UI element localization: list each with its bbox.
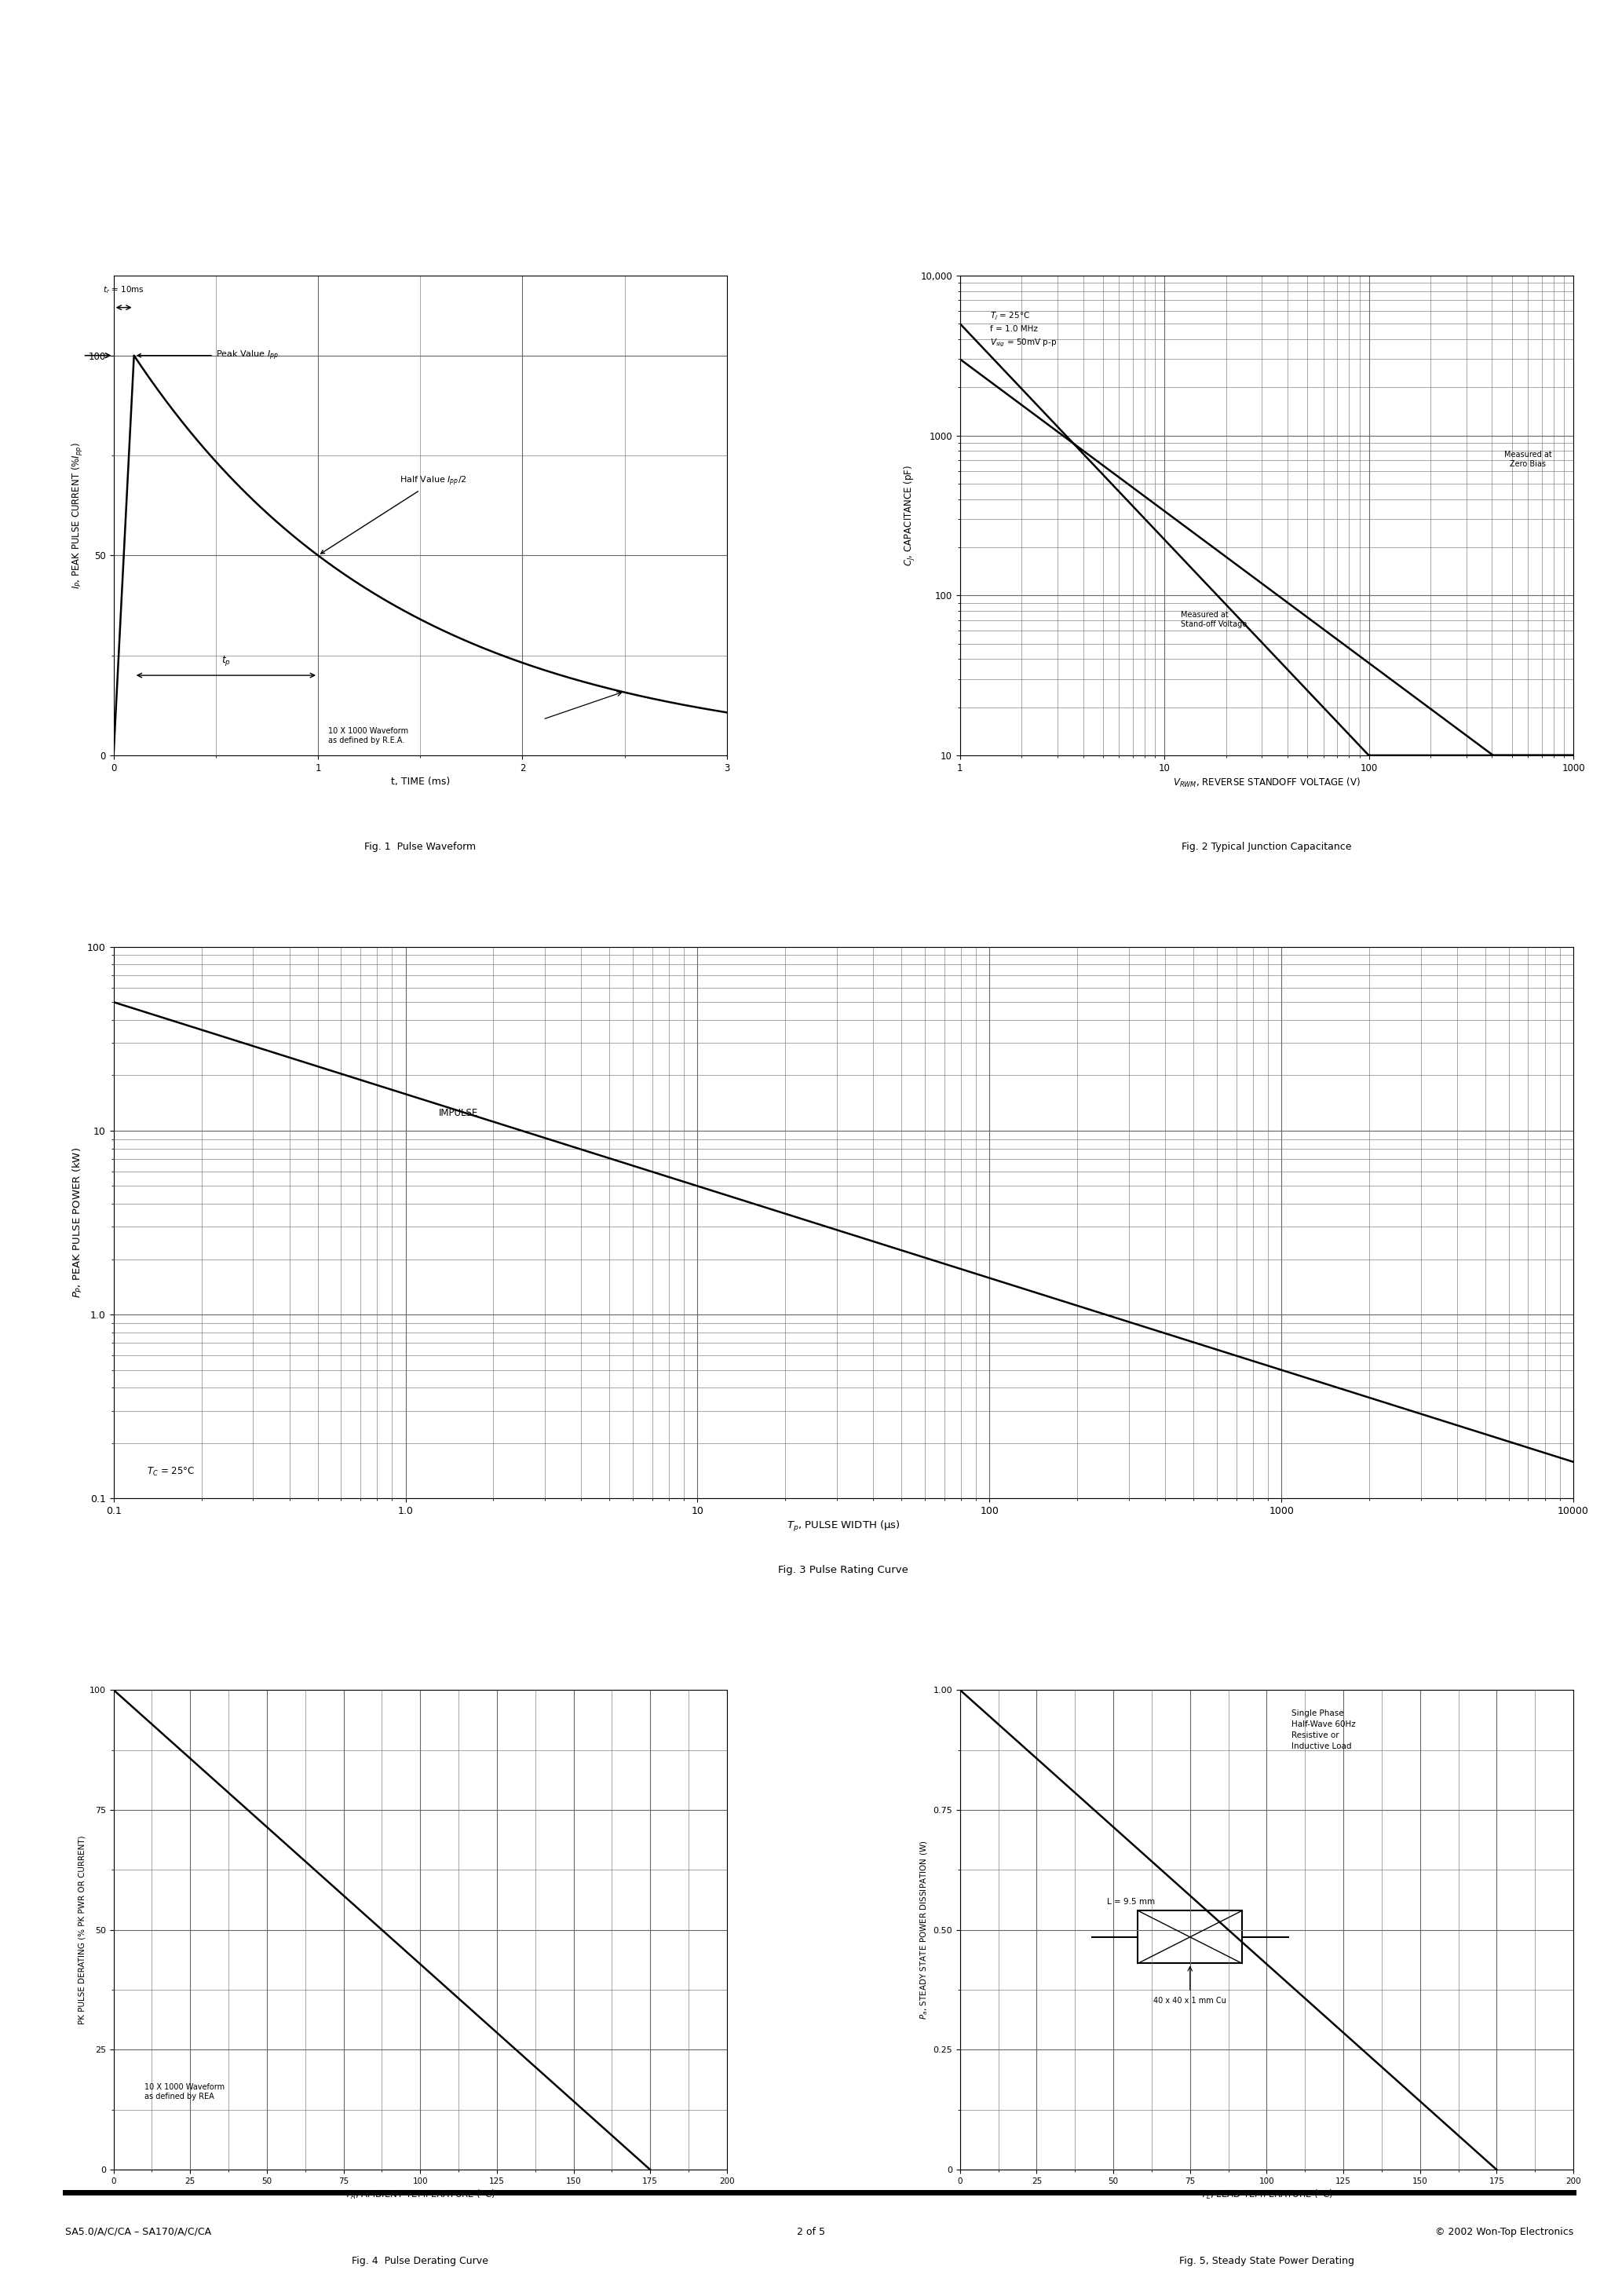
Bar <box>1139 1910 1242 1963</box>
Text: SA5.0/A/C/CA – SA170/A/C/CA: SA5.0/A/C/CA – SA170/A/C/CA <box>65 2227 211 2236</box>
Text: Half Value $I_{pp}/2$: Half Value $I_{pp}/2$ <box>321 475 467 553</box>
Text: Fig. 4  Pulse Derating Curve: Fig. 4 Pulse Derating Curve <box>352 2257 488 2266</box>
Text: $T_C$ = 25°C: $T_C$ = 25°C <box>148 1465 195 1479</box>
X-axis label: $T_p$, PULSE WIDTH (µs): $T_p$, PULSE WIDTH (µs) <box>787 1520 900 1534</box>
Text: 40 x 40 x 1 mm Cu: 40 x 40 x 1 mm Cu <box>1153 1998 1226 2004</box>
Y-axis label: PK PULSE DERATING (% PK PWR OR CURRENT): PK PULSE DERATING (% PK PWR OR CURRENT) <box>78 1835 86 2025</box>
Text: $T_j$ = 25°C
f = 1.0 MHz
$V_{sig}$ = 50mV p-p: $T_j$ = 25°C f = 1.0 MHz $V_{sig}$ = 50m… <box>989 310 1058 349</box>
Text: IMPULSE: IMPULSE <box>440 1109 478 1118</box>
Text: Fig. 1  Pulse Waveform: Fig. 1 Pulse Waveform <box>365 843 475 852</box>
Text: 10 X 1000 Waveform
as defined by REA: 10 X 1000 Waveform as defined by REA <box>144 2082 224 2101</box>
Y-axis label: $C_J$, CAPACITANCE (pF): $C_J$, CAPACITANCE (pF) <box>903 464 916 567</box>
Text: © 2002 Won-Top Electronics: © 2002 Won-Top Electronics <box>1435 2227 1573 2236</box>
Text: $t_p$: $t_p$ <box>221 654 230 668</box>
Text: Measured at
Stand-off Voltage: Measured at Stand-off Voltage <box>1181 611 1247 627</box>
Text: Fig. 3 Pulse Rating Curve: Fig. 3 Pulse Rating Curve <box>779 1564 908 1575</box>
Text: Fig. 2 Typical Junction Capacitance: Fig. 2 Typical Junction Capacitance <box>1182 843 1351 852</box>
X-axis label: t, TIME (ms): t, TIME (ms) <box>391 776 449 788</box>
X-axis label: $T_L$, LEAD TEMPERATURE (°C): $T_L$, LEAD TEMPERATURE (°C) <box>1200 2188 1333 2202</box>
Text: Peak Value $I_{pp}$: Peak Value $I_{pp}$ <box>138 349 279 363</box>
Y-axis label: $I_P$, PEAK PULSE CURRENT (%$I_{pp}$): $I_P$, PEAK PULSE CURRENT (%$I_{pp}$) <box>71 443 86 588</box>
Text: Measured at
Zero Bias: Measured at Zero Bias <box>1504 450 1552 468</box>
X-axis label: $T_A$, AMBIENT TEMPERATURE (°C): $T_A$, AMBIENT TEMPERATURE (°C) <box>345 2188 496 2202</box>
Y-axis label: $P_a$, STEADY STATE POWER DISSIPATION (W): $P_a$, STEADY STATE POWER DISSIPATION (W… <box>920 1839 929 2020</box>
Text: Single Phase
Half-Wave 60Hz
Resistive or
Inductive Load: Single Phase Half-Wave 60Hz Resistive or… <box>1291 1708 1356 1750</box>
X-axis label: $V_{RWM}$, REVERSE STANDOFF VOLTAGE (V): $V_{RWM}$, REVERSE STANDOFF VOLTAGE (V) <box>1173 776 1361 790</box>
Text: L = 9.5 mm: L = 9.5 mm <box>1108 1899 1155 1906</box>
Text: 2 of 5: 2 of 5 <box>796 2227 826 2236</box>
Text: Fig. 5, Steady State Power Derating: Fig. 5, Steady State Power Derating <box>1179 2257 1354 2266</box>
Text: 10 X 1000 Waveform
as defined by R.E.A.: 10 X 1000 Waveform as defined by R.E.A. <box>328 728 409 744</box>
Y-axis label: $P_P$, PEAK PULSE POWER (kW): $P_P$, PEAK PULSE POWER (kW) <box>71 1148 84 1297</box>
Text: $t_r$ = 10ms: $t_r$ = 10ms <box>102 285 144 296</box>
